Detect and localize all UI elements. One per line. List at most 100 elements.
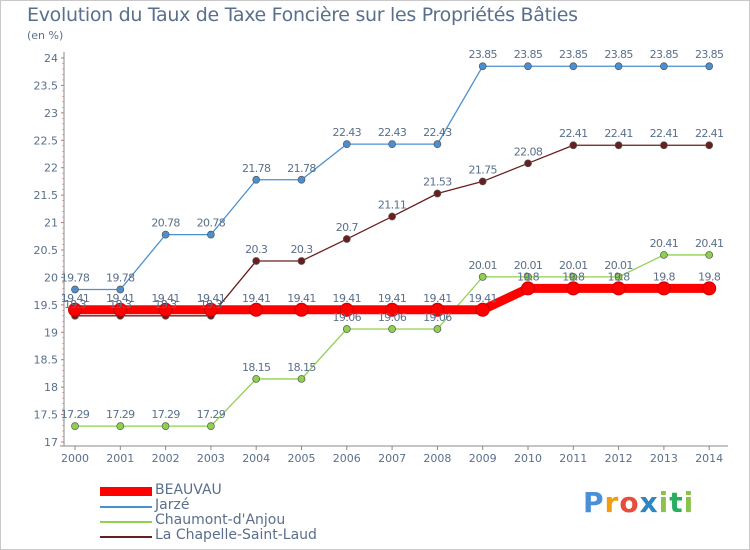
data-point — [71, 285, 79, 294]
data-label: 19.41 — [287, 292, 316, 305]
data-point — [705, 141, 714, 150]
y-axis-unit: (en %) — [27, 29, 64, 42]
legend-swatch — [100, 487, 152, 496]
x-tick-label: 2010 — [514, 452, 542, 465]
data-label: 19.06 — [333, 311, 362, 324]
data-point — [207, 230, 215, 239]
data-label: 19.3 — [200, 298, 223, 311]
data-label: 18.15 — [287, 361, 316, 374]
data-label: 19.3 — [155, 298, 178, 311]
data-point — [475, 302, 490, 317]
data-point — [705, 62, 714, 71]
data-point — [614, 62, 623, 71]
data-label: 22.43 — [423, 126, 452, 139]
data-label: 20.01 — [604, 259, 633, 272]
data-point — [158, 302, 173, 317]
data-label: 20.3 — [290, 243, 313, 256]
data-label: 19.8 — [653, 270, 676, 283]
x-tick-label: 2007 — [378, 452, 406, 465]
data-label: 23.85 — [514, 48, 543, 61]
data-point — [521, 281, 535, 296]
data-label: 23.85 — [650, 48, 679, 61]
data-label: 23.85 — [695, 48, 724, 61]
data-label: 19.8 — [698, 270, 721, 283]
data-point — [569, 273, 578, 281]
data-point — [660, 251, 668, 259]
proxiti-logo: Proxiti — [583, 486, 694, 519]
data-label: 19.8 — [608, 270, 631, 283]
data-label: 17.29 — [106, 408, 135, 421]
y-tick-label: 21 — [44, 217, 58, 230]
data-point — [71, 422, 79, 430]
data-label: 22.41 — [559, 127, 588, 140]
data-label: 20.78 — [151, 217, 180, 230]
data-label: 19.41 — [151, 292, 180, 305]
y-tick-label: 22.5 — [34, 134, 59, 147]
data-label: 22.43 — [378, 126, 407, 139]
legend-swatch — [100, 521, 152, 523]
y-tick-label: 17.5 — [34, 409, 59, 422]
data-point — [614, 141, 623, 150]
legend-swatch — [100, 506, 152, 508]
x-tick-label: 2005 — [288, 452, 316, 465]
data-point — [524, 62, 532, 71]
data-point — [252, 375, 261, 383]
data-label: 19.41 — [242, 292, 271, 305]
data-point — [161, 230, 170, 239]
legend-label: Chaumont-d'Anjou — [155, 512, 286, 528]
x-tick-label: 2000 — [61, 452, 89, 465]
data-label: 17.29 — [61, 408, 90, 421]
data-label: 20.78 — [197, 217, 226, 230]
x-tick-label: 2001 — [106, 452, 134, 465]
data-point — [385, 302, 400, 317]
x-tick-label: 2002 — [152, 452, 180, 465]
logo-letter: i — [683, 486, 695, 519]
data-point — [161, 422, 170, 430]
y-tick-label: 23.5 — [34, 79, 59, 92]
data-point — [116, 285, 125, 294]
data-point — [566, 281, 581, 296]
logo-letter: x — [639, 486, 659, 519]
y-tick-label: 20.5 — [34, 244, 59, 257]
data-label: 20.41 — [650, 237, 679, 250]
data-label: 18.15 — [242, 361, 271, 374]
data-label: 19.41 — [61, 292, 90, 305]
data-point — [297, 375, 306, 383]
data-label: 19.3 — [109, 298, 132, 311]
data-label: 20.7 — [336, 221, 359, 234]
data-point — [297, 257, 306, 265]
data-point — [478, 177, 487, 186]
logo-letter: t — [669, 486, 684, 519]
data-label: 19.41 — [378, 292, 407, 305]
data-label: 19.8 — [562, 270, 585, 283]
data-point — [524, 273, 532, 281]
data-point — [203, 302, 218, 317]
data-point — [207, 422, 215, 430]
data-label: 19.41 — [106, 292, 135, 305]
logo-letter: o — [619, 486, 640, 519]
data-point — [433, 140, 442, 148]
x-tick-label: 2013 — [650, 452, 678, 465]
legend-label: BEAUVAU — [155, 482, 222, 498]
data-point — [388, 140, 396, 148]
data-label: 19.78 — [61, 271, 90, 284]
data-point — [660, 141, 668, 150]
data-point — [433, 325, 442, 333]
logo-letter: i — [658, 486, 670, 519]
data-point — [294, 302, 309, 317]
data-point — [297, 175, 306, 184]
legend-label: La Chapelle-Saint-Laud — [155, 527, 317, 543]
data-label: 20.01 — [559, 259, 588, 272]
data-label: 21.78 — [242, 162, 271, 175]
y-tick-label: 19.5 — [34, 299, 59, 312]
data-point — [388, 325, 396, 333]
logo-letter: P — [583, 486, 605, 519]
data-point — [339, 302, 354, 317]
y-tick-label: 19 — [44, 326, 58, 339]
legend-label: Jarzé — [155, 497, 190, 513]
y-tick-label: 23 — [44, 107, 58, 120]
x-tick-label: 2008 — [423, 452, 451, 465]
data-label: 19.41 — [197, 292, 226, 305]
series-line-1 — [75, 65, 710, 291]
